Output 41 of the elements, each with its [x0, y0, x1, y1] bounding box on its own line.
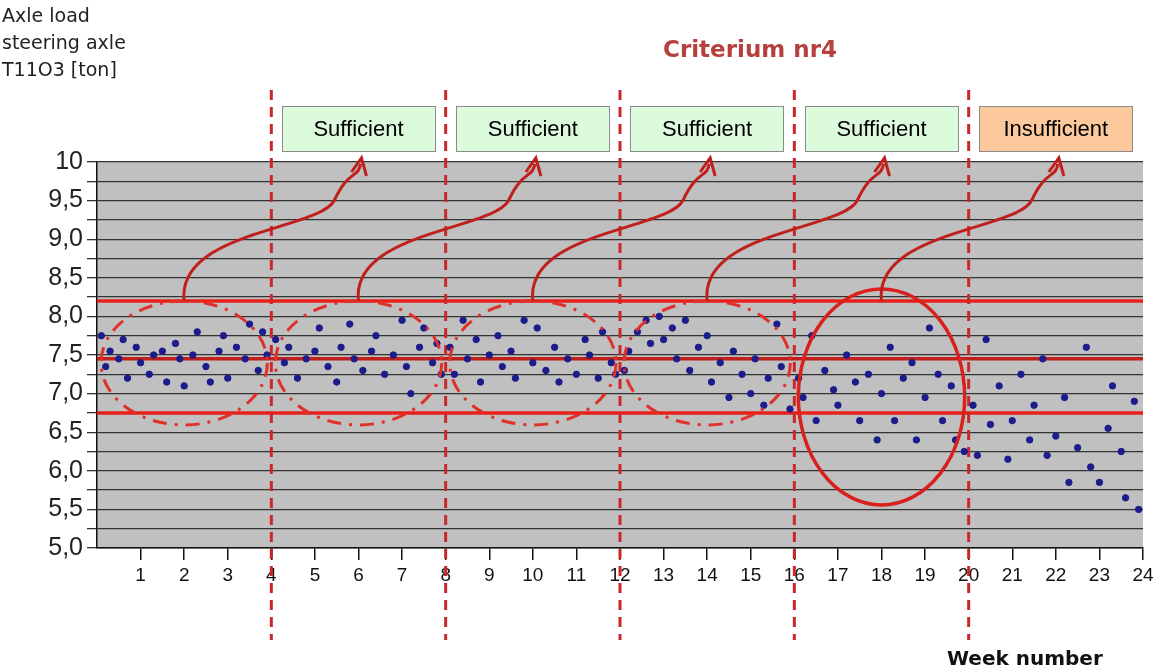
y-tick-label: 9,5	[48, 184, 83, 213]
x-tick-label: 15	[740, 563, 762, 585]
y-tick-label: 7,0	[48, 377, 83, 406]
y-axis-title: Axle load steering axle T11O3 [ton]	[2, 3, 127, 82]
y-tick-label: 9,0	[48, 223, 83, 252]
annotation: Sufficient	[281, 106, 436, 152]
x-tick-label: 14	[696, 563, 719, 585]
x-axis-title: Week number	[947, 646, 1103, 670]
x-tick-label: 23	[1088, 563, 1110, 585]
x-tick-label: 20	[958, 563, 980, 585]
x-tick-label: 3	[222, 563, 234, 585]
x-tick-label: 10	[522, 563, 544, 585]
chart-title: Criterium nr4	[663, 36, 837, 62]
y-tick-label: 5,0	[48, 531, 83, 560]
x-tick-label: 5	[309, 563, 321, 585]
x-tick-label: 6	[353, 563, 364, 585]
x-tick-label: 13	[653, 563, 675, 585]
annotation: Sufficient	[455, 106, 610, 152]
x-tick-label: 2	[178, 563, 190, 585]
annotation: Sufficient	[804, 106, 959, 152]
y-tick-label: 6,0	[48, 454, 83, 483]
x-tick-label: 18	[870, 563, 893, 585]
y-tick-label: 10	[55, 145, 83, 174]
y-tick-label: 8,5	[48, 261, 83, 290]
x-tick-label: 11	[566, 563, 587, 585]
y-tick-label: 5,5	[48, 493, 83, 522]
x-tick-label: 1	[135, 563, 146, 585]
annotation: Insufficient	[978, 106, 1133, 152]
y-tick-label: 7,5	[48, 338, 83, 367]
x-tick-label: 22	[1045, 563, 1067, 585]
x-tick-label: 17	[827, 563, 849, 585]
y-tick-label: 8,0	[48, 300, 83, 329]
x-tick-label: 16	[783, 563, 805, 585]
x-tick-label: 12	[609, 563, 631, 585]
x-tick-label: 7	[396, 563, 408, 585]
y-tick-label: 6,5	[48, 416, 83, 445]
x-tick-label: 19	[914, 563, 936, 585]
x-tick-label: 24	[1132, 563, 1154, 585]
annotation: Sufficient	[630, 106, 785, 152]
x-tick-label: 21	[1001, 563, 1023, 585]
x-tick-label: 9	[483, 563, 495, 585]
